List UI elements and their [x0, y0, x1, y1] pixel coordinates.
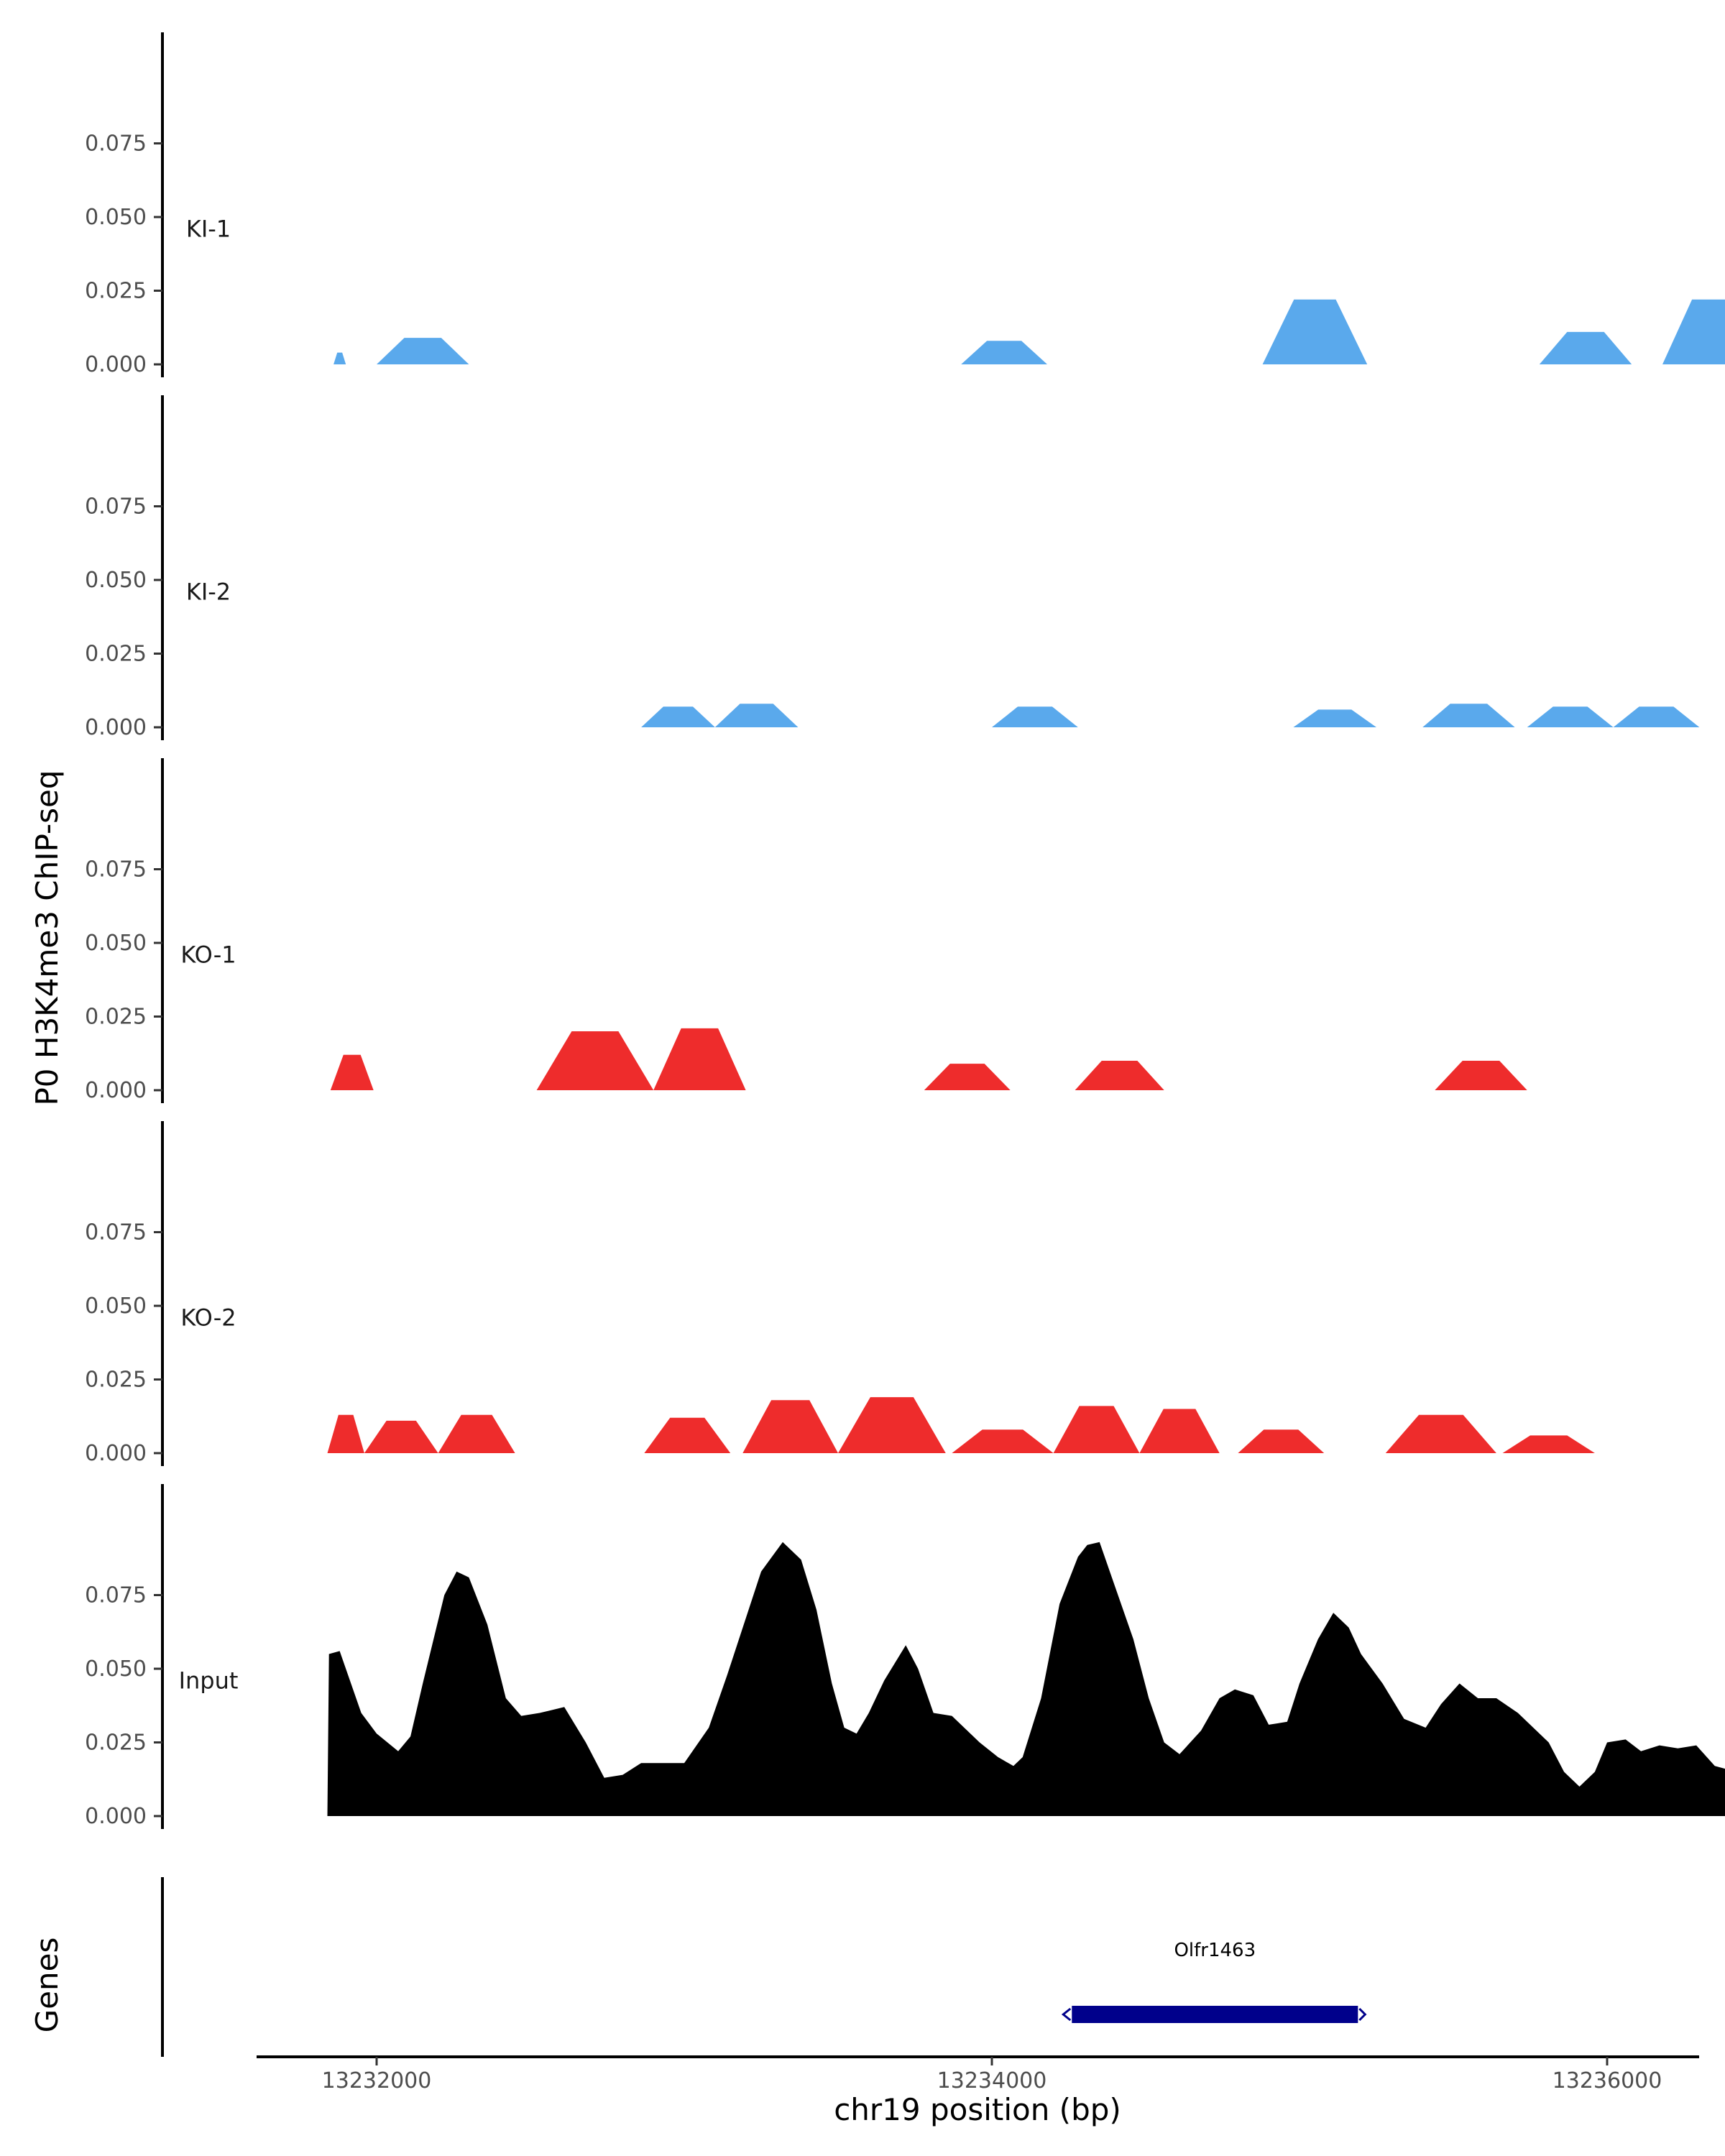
y-tick-label: 0.025: [85, 642, 147, 667]
strand-arrow-icon: [1061, 2007, 1072, 2022]
y-tick-label: 0.000: [85, 352, 147, 377]
y-tick-label: 0.000: [85, 715, 147, 740]
signal-peak: [438, 1414, 515, 1453]
y-tick-label: 0.050: [85, 205, 147, 230]
signal-peak: [838, 1397, 946, 1453]
gene-body: [1072, 2006, 1358, 2023]
y-axis-title: P0 H3K4me3 ChIP-seq: [29, 770, 65, 1105]
signal-peak: [536, 1031, 654, 1090]
track-label: Input: [179, 1667, 239, 1694]
track-panel-ko-1: 0.000 0.025 0.050 0.075 KO-1: [85, 758, 1527, 1103]
y-tick-label: 0.025: [85, 279, 147, 304]
gene-name-label: Olfr1463: [1174, 1940, 1256, 1961]
signal-peak: [992, 706, 1078, 727]
signal-peak: [644, 1417, 731, 1453]
x-axis-title: chr19 position (bp): [834, 2092, 1121, 2127]
y-tick-label: 0.075: [85, 1220, 147, 1245]
signal-peak: [1613, 706, 1700, 727]
signal-peak: [377, 338, 469, 364]
y-tick-label: 0.025: [85, 1731, 147, 1756]
signal-peak: [1385, 1414, 1496, 1453]
signal-peak: [1293, 709, 1376, 727]
y-tick-label: 0.075: [85, 857, 147, 883]
signal-peak: [327, 1414, 364, 1453]
y-tick-label: 0.050: [85, 931, 147, 956]
signal-peak: [1238, 1429, 1325, 1453]
signal-peak: [1662, 299, 1725, 364]
y-tick-label: 0.025: [85, 1368, 147, 1393]
x-tick-label: 13236000: [1552, 2068, 1662, 2093]
signal-peak: [1435, 1061, 1527, 1090]
y-tick-label: 0.050: [85, 1294, 147, 1319]
strand-arrow-icon: [1358, 2007, 1367, 2022]
track-panel-ko-2: 0.000 0.025 0.050 0.075 KO-2: [85, 1121, 1595, 1466]
signal-peak: [641, 706, 715, 727]
x-tick-label: 13234000: [937, 2068, 1047, 2093]
x-tick-label: 13232000: [322, 2068, 432, 2093]
track-label: KI-2: [186, 578, 231, 605]
signal-peak: [714, 704, 799, 727]
track-label: KO-1: [180, 941, 236, 968]
y-tick-label: 0.075: [85, 132, 147, 157]
gene-track-title: Genes: [29, 1938, 65, 2033]
track-panel-ki-1: 0.000 0.025 0.050 0.075 KI-1: [85, 32, 1725, 377]
signal-peak: [1075, 1061, 1164, 1090]
y-tick-label: 0.000: [85, 1441, 147, 1466]
y-tick-label: 0.075: [85, 1583, 147, 1608]
y-tick-label: 0.025: [85, 1005, 147, 1030]
x-axis: 13232000 13234000 13236000: [257, 2055, 1699, 2093]
signal-area: [327, 1542, 1725, 1816]
signal-peak: [1262, 299, 1368, 364]
signal-peak: [1539, 331, 1632, 364]
signal-peak: [1139, 1409, 1220, 1453]
signal-peak: [334, 352, 346, 364]
signal-peak: [961, 341, 1047, 364]
signal-peak: [1502, 1435, 1595, 1453]
track-panel-ki-2: 0.000 0.025 0.050 0.075 KI-2: [85, 395, 1700, 740]
gene-track: Olfr1463: [161, 1877, 1367, 2057]
signal-peak: [742, 1400, 838, 1453]
y-tick-label: 0.050: [85, 568, 147, 593]
signal-peak: [1527, 706, 1614, 727]
signal-peak: [653, 1028, 746, 1090]
signal-peak: [1422, 704, 1515, 727]
track-label: KO-2: [180, 1304, 236, 1331]
signal-peak: [1053, 1406, 1140, 1453]
y-tick-label: 0.075: [85, 494, 147, 520]
y-tick-label: 0.000: [85, 1804, 147, 1829]
tracks-layer: 0.0000.0250.0500.075KI-10.0000.0250.0500…: [85, 32, 1725, 1829]
y-tick-label: 0.000: [85, 1078, 147, 1103]
signal-peak: [924, 1064, 1011, 1090]
track-panel-input: 0.000 0.025 0.050 0.075 Input: [85, 1484, 1725, 1829]
signal-peak: [364, 1420, 438, 1453]
signal-peak: [952, 1429, 1054, 1453]
y-tick-label: 0.050: [85, 1657, 147, 1682]
signal-peak: [330, 1054, 374, 1090]
track-label: KI-1: [186, 215, 231, 242]
